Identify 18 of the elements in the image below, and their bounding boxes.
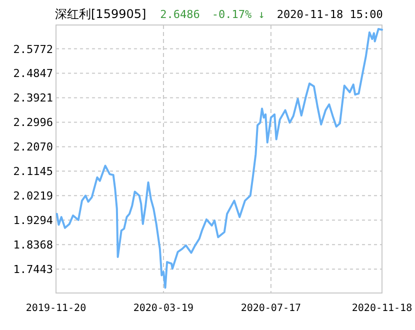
x-tick-label: 2020-03-19 (133, 303, 194, 314)
text: -0.17% ↓ (212, 8, 265, 21)
chart-title: 深红利[159905] (55, 7, 146, 21)
text: 2020-11-18 15:00 (276, 8, 383, 21)
y-tick-label: 2.0219 (13, 190, 53, 203)
y-tick-label: 2.3921 (13, 92, 53, 105)
y-tick-label: 1.8368 (13, 238, 53, 252)
text: 2.6486 (160, 8, 200, 21)
y-tick-label: 2.5772 (13, 42, 53, 56)
x-tick-label: 2020-11-18 (352, 303, 412, 314)
y-tick-label: 2.1145 (13, 165, 53, 178)
y-tick-label: 1.9294 (13, 214, 54, 228)
y-tick-label: 1.7443 (13, 263, 53, 276)
x-tick-label: 2020-07-17 (240, 303, 302, 314)
y-tick-label: 2.2996 (13, 116, 53, 130)
y-tick-label: 2.4847 (13, 67, 53, 80)
x-tick-label: 2019-11-20 (26, 303, 86, 314)
y-tick-label: 2.2070 (13, 140, 53, 154)
